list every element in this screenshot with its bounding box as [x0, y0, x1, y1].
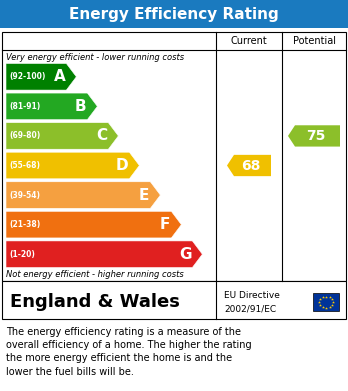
Text: E: E: [139, 188, 149, 203]
Text: F: F: [160, 217, 171, 232]
Text: The energy efficiency rating is a measure of the
overall efficiency of a home. T: The energy efficiency rating is a measur…: [6, 327, 252, 377]
Text: Potential: Potential: [293, 36, 335, 46]
Text: (55-68): (55-68): [9, 161, 40, 170]
Text: Current: Current: [231, 36, 267, 46]
Polygon shape: [288, 125, 340, 147]
Text: A: A: [54, 69, 65, 84]
Text: (92-100): (92-100): [9, 72, 45, 81]
Text: EU Directive: EU Directive: [224, 291, 280, 300]
Polygon shape: [6, 63, 76, 90]
Text: B: B: [75, 99, 86, 114]
Text: (21-38): (21-38): [9, 220, 40, 229]
Polygon shape: [6, 182, 160, 208]
Polygon shape: [6, 152, 139, 179]
Text: 68: 68: [241, 158, 261, 172]
Text: 75: 75: [306, 129, 326, 143]
Text: Energy Efficiency Rating: Energy Efficiency Rating: [69, 7, 279, 22]
Text: G: G: [179, 247, 191, 262]
Bar: [313, 293, 339, 311]
Polygon shape: [6, 212, 181, 238]
Bar: [2, 281, 346, 319]
Text: Very energy efficient - lower running costs: Very energy efficient - lower running co…: [6, 53, 184, 62]
Polygon shape: [6, 123, 118, 149]
Text: (1-20): (1-20): [9, 250, 35, 259]
Text: C: C: [96, 128, 107, 143]
Polygon shape: [6, 241, 202, 267]
Text: (69-80): (69-80): [9, 131, 40, 140]
Text: (39-54): (39-54): [9, 190, 40, 199]
Text: England & Wales: England & Wales: [10, 293, 180, 311]
Text: (81-91): (81-91): [9, 102, 40, 111]
Text: Not energy efficient - higher running costs: Not energy efficient - higher running co…: [6, 270, 184, 279]
Polygon shape: [6, 93, 97, 120]
Polygon shape: [227, 155, 271, 176]
Bar: [0, 0, 348, 28]
Text: D: D: [116, 158, 128, 173]
Bar: [2, 32, 346, 281]
Text: 2002/91/EC: 2002/91/EC: [224, 305, 276, 314]
